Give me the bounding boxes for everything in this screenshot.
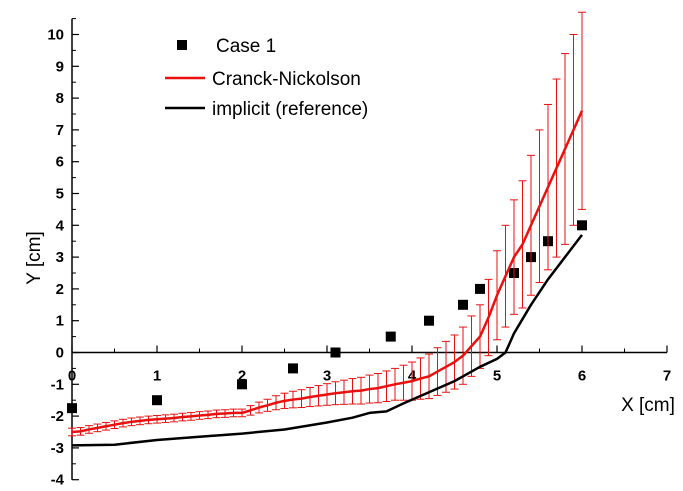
x-tick-label: 2 bbox=[238, 368, 246, 385]
y-tick-label: 5 bbox=[56, 186, 64, 203]
y-tick-label: 0 bbox=[56, 345, 64, 362]
y-tick-label: 3 bbox=[56, 249, 64, 266]
x-tick-label: 0 bbox=[68, 368, 76, 385]
data-point bbox=[67, 403, 77, 414]
data-point bbox=[424, 315, 434, 326]
data-point bbox=[152, 395, 162, 406]
y-tick-label: 6 bbox=[56, 154, 64, 171]
series-line-2 bbox=[71, 234, 583, 447]
y-tick-label: 7 bbox=[56, 122, 64, 139]
y-axis-title: Y [cm] bbox=[24, 231, 45, 285]
y-tick-label: -2 bbox=[51, 408, 64, 425]
data-point bbox=[475, 283, 485, 294]
y-tick-label: 8 bbox=[56, 90, 64, 107]
legend-label-implicit: implicit (reference) bbox=[212, 99, 368, 120]
legend-label-cranck: Cranck-Nickolson bbox=[212, 69, 361, 90]
y-tick-label: 2 bbox=[56, 281, 64, 298]
legend-marker-case1 bbox=[177, 40, 187, 50]
y-tick-label: 1 bbox=[56, 313, 64, 330]
legend: Case 1 Cranck-Nickolson implicit (refere… bbox=[165, 20, 418, 120]
legend-label-case1: Case 1 bbox=[216, 36, 276, 57]
y-tick-label: -3 bbox=[51, 440, 64, 457]
y-tick-label: -4 bbox=[51, 472, 65, 489]
x-tick-label: 5 bbox=[493, 368, 501, 385]
data-point bbox=[237, 379, 247, 390]
data-point bbox=[330, 347, 341, 358]
data-point bbox=[577, 220, 587, 231]
y-tick-label: -1 bbox=[51, 376, 64, 393]
series-layer bbox=[67, 11, 587, 447]
x-tick-label: 1 bbox=[153, 368, 161, 385]
y-tick-label: 10 bbox=[47, 27, 64, 44]
y-tick-label: 4 bbox=[56, 217, 65, 234]
y-tick-label: 9 bbox=[56, 58, 64, 75]
x-tick-label: 6 bbox=[578, 368, 586, 385]
x-axis-title: X [cm] bbox=[621, 395, 675, 416]
data-point bbox=[385, 331, 396, 342]
x-tick-label: 3 bbox=[323, 368, 331, 385]
data-point bbox=[288, 363, 298, 374]
legend-background bbox=[168, 20, 418, 120]
data-point bbox=[458, 299, 468, 310]
series-line-1 bbox=[71, 110, 584, 434]
x-tick-label: 7 bbox=[663, 368, 671, 385]
